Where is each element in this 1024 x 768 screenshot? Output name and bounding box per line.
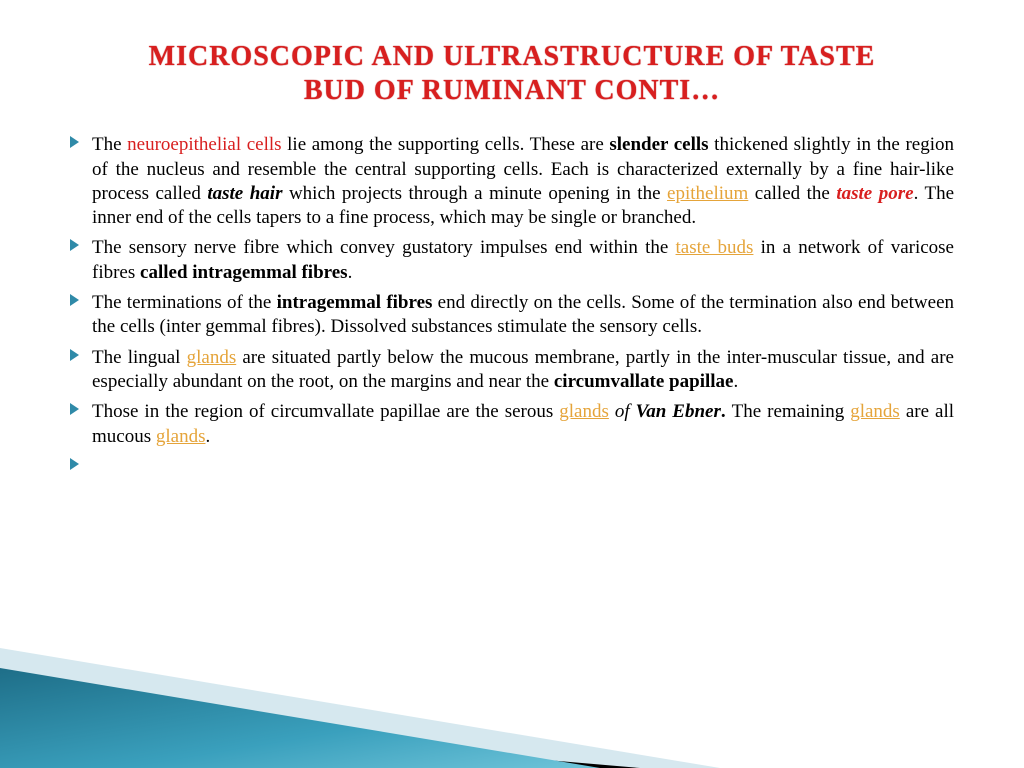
list-item: The lingual glands are situated partly b…: [70, 346, 954, 395]
bullet-text: The neuroepithelial cells lie among the …: [92, 133, 954, 230]
bullet-text: The sensory nerve fibre which convey gus…: [92, 236, 954, 285]
bullet-icon: [70, 346, 92, 395]
text-run: taste hair: [207, 183, 282, 204]
text-run: The sensory nerve fibre which convey gus…: [92, 237, 676, 258]
text-run: lie among the supporting cells. These ar…: [282, 134, 610, 155]
list-item: Those in the region of circumvallate pap…: [70, 400, 954, 449]
list-item: The terminations of the intragemmal fibr…: [70, 291, 954, 340]
bullet-text: The terminations of the intragemmal fibr…: [92, 291, 954, 340]
text-run: .: [733, 371, 738, 392]
bullet-icon: [70, 236, 92, 285]
text-run: The remaining: [732, 401, 851, 422]
slide: MICROSCOPIC AND ULTRASTRUCTURE OF TASTE …: [0, 0, 1024, 768]
text-run: .: [721, 401, 732, 422]
list-item: [70, 455, 954, 470]
text-run: slender cells: [609, 134, 708, 155]
text-run: .: [205, 426, 210, 447]
text-run: intragemmal fibres: [277, 292, 433, 313]
text-run: .: [348, 262, 353, 283]
title-line-1: MICROSCOPIC AND ULTRASTRUCTURE OF TASTE: [149, 41, 876, 72]
text-run: The lingual: [92, 347, 187, 368]
text-run: called intragemmal fibres: [140, 262, 348, 283]
hyperlink-text[interactable]: glands: [187, 347, 237, 368]
text-run: The: [92, 134, 127, 155]
text-run: which projects through a minute opening …: [282, 183, 667, 204]
text-run: circumvallate papillae: [554, 371, 734, 392]
bullet-icon: [70, 133, 92, 230]
hyperlink-text[interactable]: glands: [156, 426, 206, 447]
list-item: The sensory nerve fibre which convey gus…: [70, 236, 954, 285]
bullet-text: Those in the region of circumvallate pap…: [92, 400, 954, 449]
hyperlink-text[interactable]: glands: [850, 401, 900, 422]
text-run: Van Ebner: [636, 401, 721, 422]
text-run: of: [615, 401, 630, 422]
text-run: Those in the region of circumvallate pap…: [92, 401, 559, 422]
text-run: The terminations of the: [92, 292, 277, 313]
bullet-icon: [70, 291, 92, 340]
bullet-text: [92, 455, 954, 470]
hyperlink-text[interactable]: epithelium: [667, 183, 748, 204]
text-run: called the: [748, 183, 836, 204]
bullet-text: The lingual glands are situated partly b…: [92, 346, 954, 395]
title-line-2: BUD OF RUMINANT CONTI…: [304, 75, 720, 106]
bullet-list: The neuroepithelial cells lie among the …: [70, 133, 954, 470]
text-run: neuroepithelial cells: [127, 134, 281, 155]
bullet-icon: [70, 455, 92, 470]
bullet-icon: [70, 400, 92, 449]
slide-title: MICROSCOPIC AND ULTRASTRUCTURE OF TASTE …: [70, 40, 954, 107]
text-run: taste pore: [836, 183, 913, 204]
hyperlink-text[interactable]: taste buds: [676, 237, 754, 258]
list-item: The neuroepithelial cells lie among the …: [70, 133, 954, 230]
decorative-triangles: [0, 568, 1024, 768]
hyperlink-text[interactable]: glands: [559, 401, 609, 422]
